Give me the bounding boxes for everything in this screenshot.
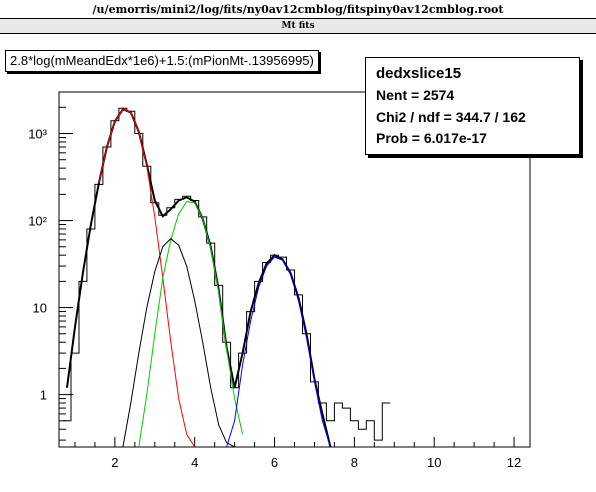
- y-tick-label: 10³: [28, 127, 47, 142]
- plot-curves: [63, 107, 391, 448]
- series-histogram: [63, 107, 391, 441]
- x-tick-label: 6: [271, 455, 278, 470]
- series-pion-fit: [98, 108, 196, 448]
- stats-prob: Prob = 6.017e-17: [376, 130, 487, 146]
- y-tick-label: 10: [33, 301, 47, 316]
- stats-box: dedxslice15 Nent = 2574 Chi2 / ndf = 344…: [365, 57, 580, 155]
- window-title: /u/emorris/mini2/log/fits/ny0av12cmblog/…: [0, 0, 596, 19]
- series-total-fit: [66, 108, 332, 448]
- stats-chi2: Chi2 / ndf = 344.7 / 162: [376, 109, 526, 125]
- x-tick-label: 12: [507, 455, 521, 470]
- series-kaon-fit: [138, 201, 244, 448]
- x-tick-label: 10: [427, 455, 441, 470]
- stats-name: dedxslice15: [376, 65, 462, 82]
- x-tick-label: 8: [351, 455, 358, 470]
- x-tick-label: 2: [111, 455, 118, 470]
- y-tick-label: 10²: [28, 214, 47, 229]
- x-tick-label: 4: [191, 455, 198, 470]
- series-electron-fit: [226, 256, 331, 448]
- canvas-subtitle: Mt fits: [0, 19, 596, 34]
- series-proton-fit: [122, 237, 243, 448]
- stats-entries: Nent = 2574: [376, 87, 455, 103]
- y-tick-label: 1: [40, 388, 47, 403]
- axis-ticks: 2 4 6 8 10 12 1 10 10² 10³: [28, 91, 521, 470]
- draw-expression-label: 2.8*log(mMeandEdx*1e6)+1.5:(mPionMt-.139…: [5, 50, 319, 72]
